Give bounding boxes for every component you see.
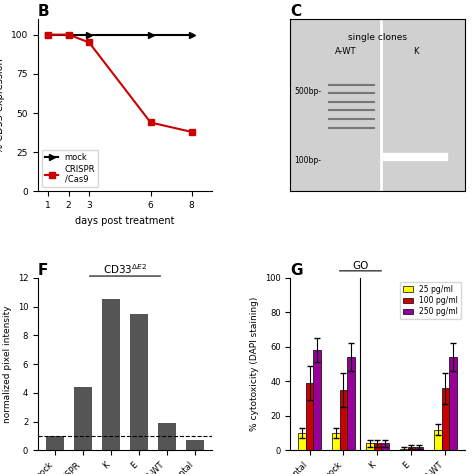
mock [189, 32, 194, 37]
CRISPR
/Cas9 [66, 32, 72, 37]
mock [66, 32, 72, 37]
Text: 500bp-: 500bp- [294, 87, 321, 96]
Text: F: F [38, 263, 48, 278]
Y-axis label: % CD33 expression: % CD33 expression [0, 58, 5, 153]
Bar [374, 443, 381, 450]
CRISPR
/Cas9 [189, 129, 194, 135]
Line: mock: mock [45, 31, 195, 38]
Legend: mock, CRISPR
/Cas9: mock, CRISPR /Cas9 [42, 150, 99, 187]
Bar [158, 423, 176, 450]
Text: A-WT: A-WT [336, 46, 357, 55]
Bar [298, 433, 306, 450]
mock [148, 32, 154, 37]
Bar [74, 387, 92, 450]
Bar [130, 314, 148, 450]
Bar [306, 383, 313, 450]
Text: CD33$^{\Delta E2}$: CD33$^{\Delta E2}$ [103, 262, 147, 276]
Bar [347, 357, 355, 450]
Bar [381, 443, 389, 450]
Text: K: K [413, 46, 419, 55]
Bar [442, 388, 449, 450]
Bar [313, 350, 321, 450]
Bar [340, 390, 347, 450]
Y-axis label: normalized pixel intensity: normalized pixel intensity [3, 305, 12, 423]
Line: CRISPR
/Cas9: CRISPR /Cas9 [45, 31, 195, 136]
Bar [332, 433, 340, 450]
Text: B: B [38, 4, 50, 19]
CRISPR
/Cas9 [86, 40, 92, 46]
Bar [186, 440, 204, 450]
Bar [434, 429, 442, 450]
CRISPR
/Cas9 [148, 119, 154, 125]
Text: C: C [291, 4, 301, 19]
Bar [408, 447, 415, 450]
Bar [102, 300, 120, 450]
Bar [449, 357, 456, 450]
Bar [415, 447, 423, 450]
Bar [46, 436, 64, 450]
Bar [400, 448, 408, 450]
Text: single clones: single clones [348, 33, 407, 42]
mock [46, 32, 51, 37]
mock [86, 32, 92, 37]
Y-axis label: % cytotoxicity (DAPI staining): % cytotoxicity (DAPI staining) [250, 297, 259, 431]
Legend: 25 pg/ml, 100 pg/ml, 250 pg/ml: 25 pg/ml, 100 pg/ml, 250 pg/ml [401, 282, 461, 319]
X-axis label: days post treatment: days post treatment [75, 216, 175, 226]
CRISPR
/Cas9 [46, 32, 51, 37]
Text: G: G [291, 263, 303, 278]
Text: 100bp-: 100bp- [294, 156, 321, 165]
Bar [366, 443, 374, 450]
Text: GO: GO [352, 261, 369, 271]
